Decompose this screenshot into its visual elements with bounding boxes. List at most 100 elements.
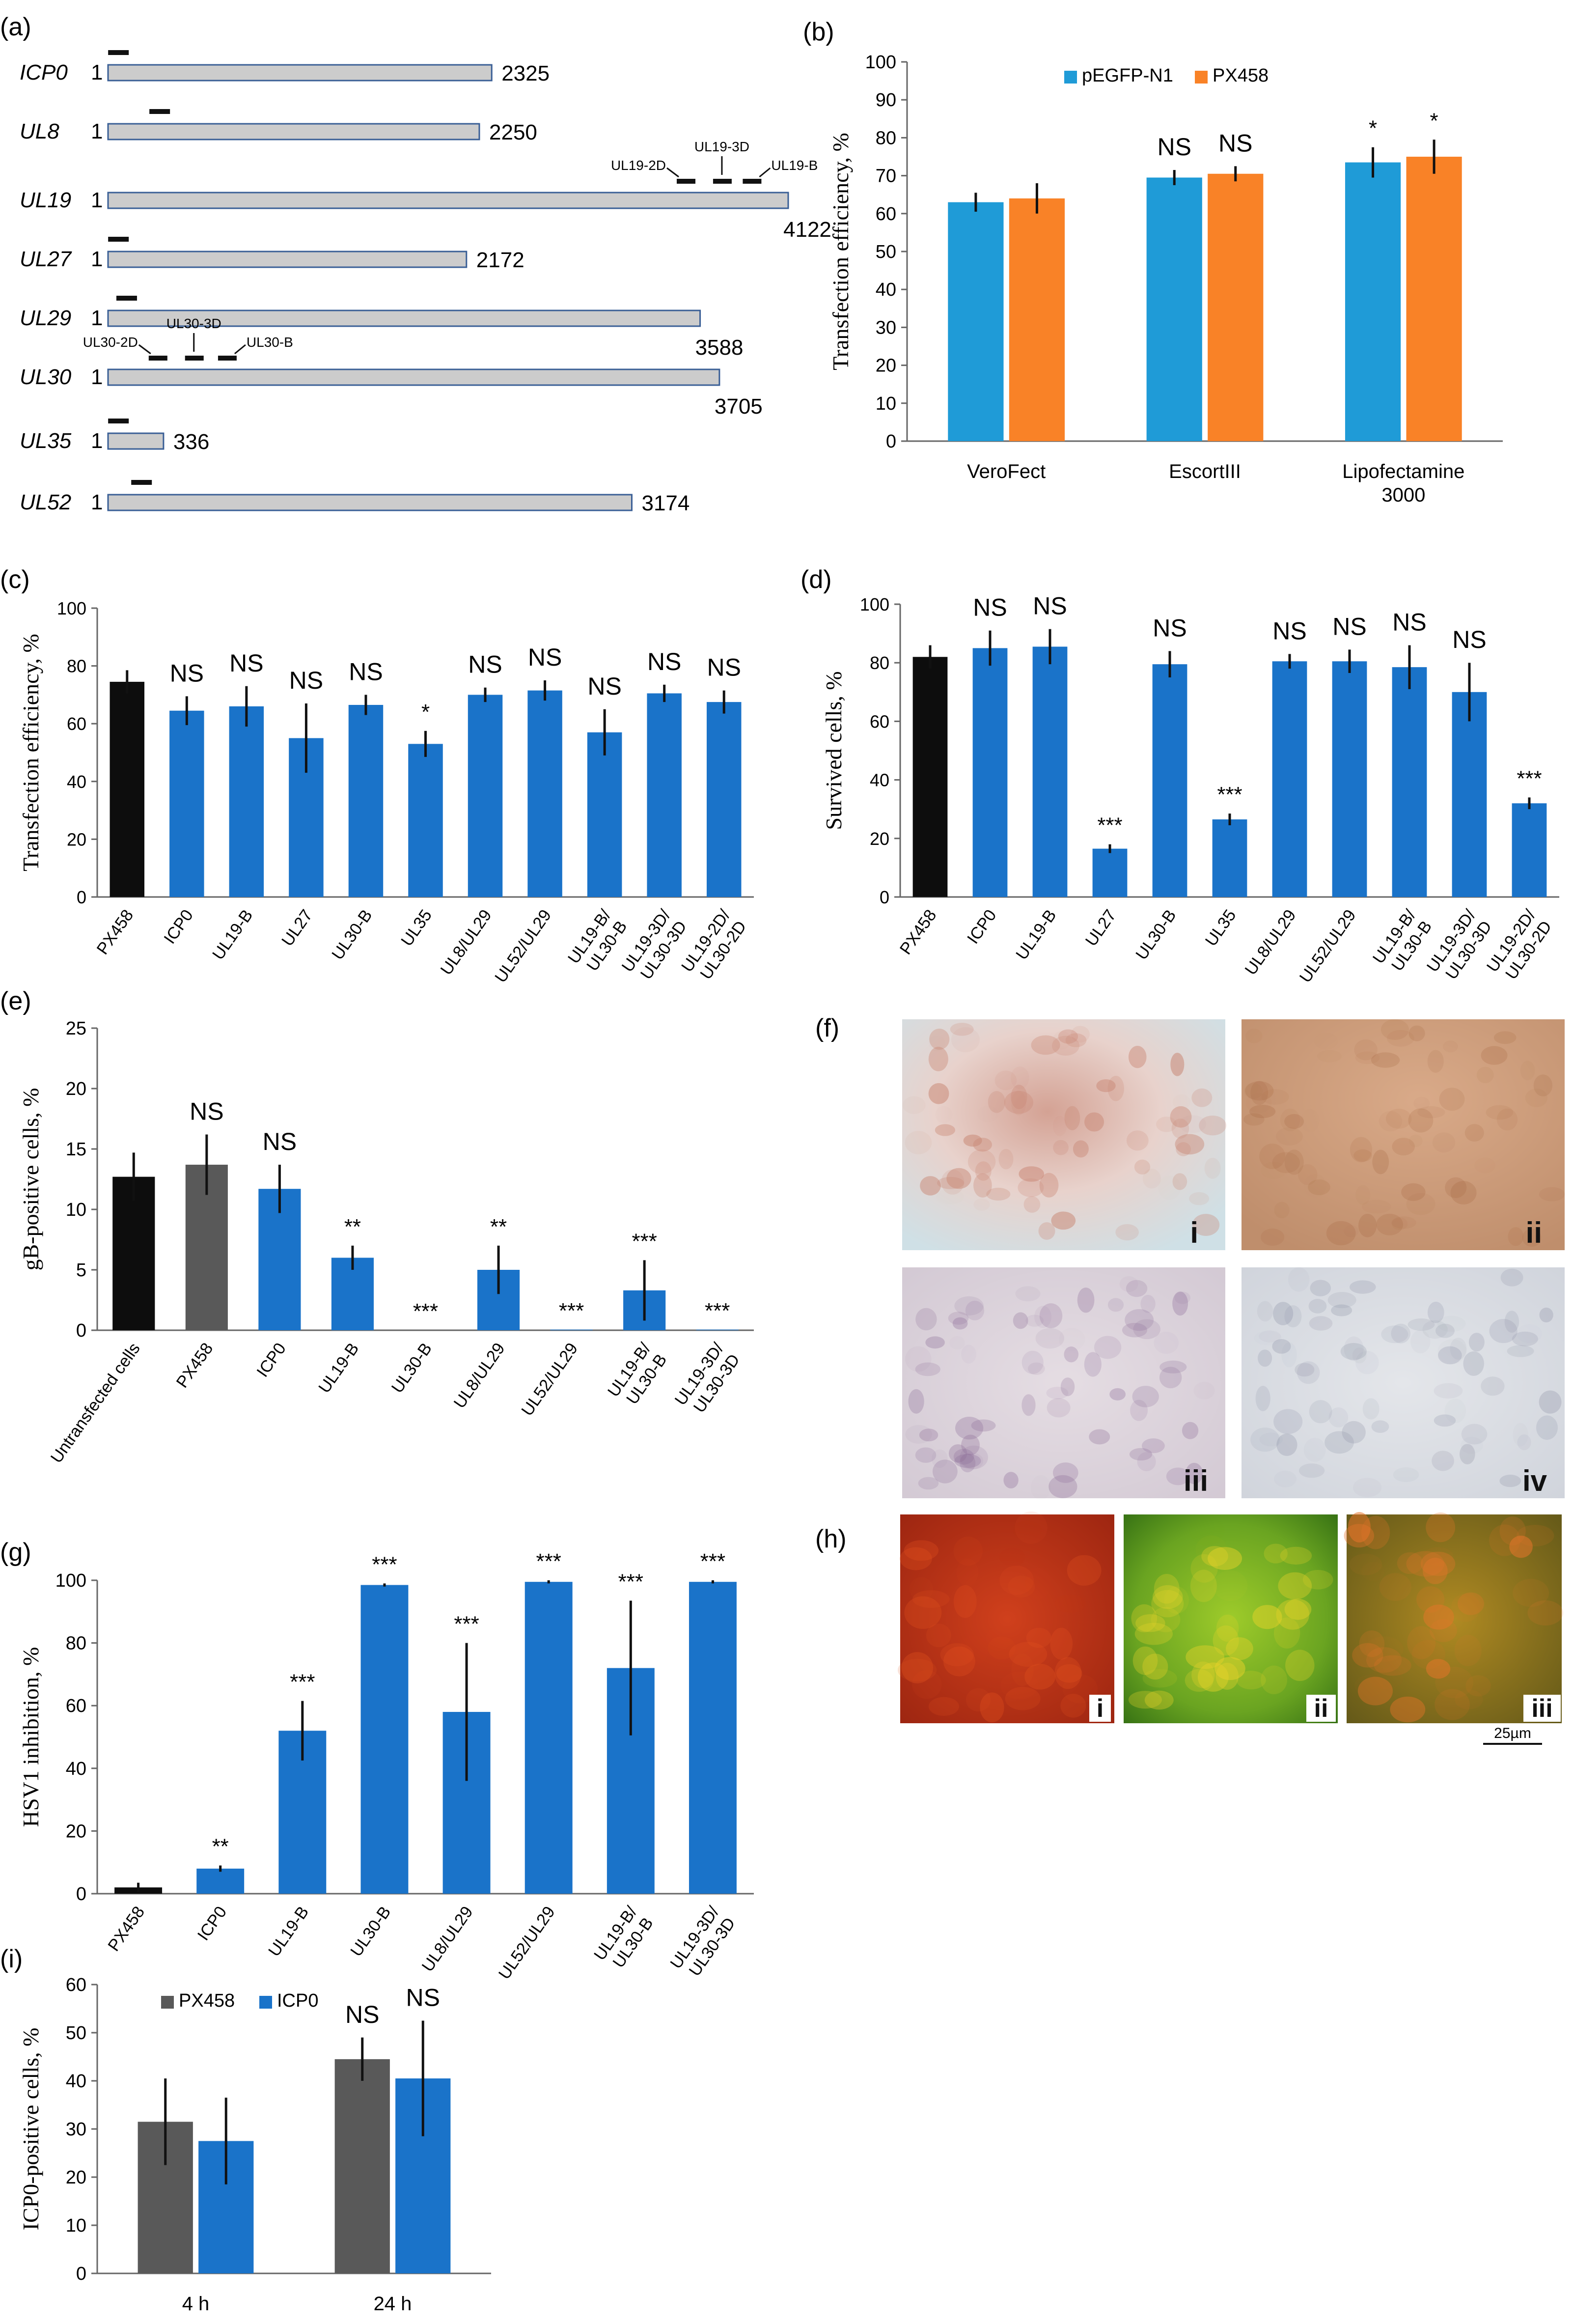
cell-nucleus	[1008, 1575, 1035, 1598]
cell-blob	[948, 1444, 967, 1463]
cell-blob	[954, 1296, 984, 1316]
cell-nucleus	[1284, 1598, 1312, 1620]
cell-blob	[1435, 1323, 1455, 1338]
bar-1	[110, 681, 145, 897]
gene-bar-ul19	[107, 192, 789, 209]
y-tick-label: 25	[66, 1018, 86, 1039]
cell-blob	[1172, 1291, 1188, 1316]
y-tick-label: 20	[66, 1079, 86, 1099]
legend-swatch-px458	[1195, 71, 1208, 84]
y-tick-label: 100	[55, 1570, 86, 1591]
x-tick-label: PX458	[104, 1903, 148, 1955]
cell-blob	[1142, 1169, 1161, 1189]
significance-label: *	[1430, 109, 1438, 133]
cell-blob	[1512, 1331, 1538, 1346]
bar-2	[972, 648, 1008, 897]
y-axis-title: Transfection efficiency, %	[18, 634, 43, 871]
cell-nucleus	[1273, 1617, 1300, 1649]
cell-blob	[1257, 1301, 1273, 1322]
cell-blob	[1427, 1050, 1444, 1073]
fl-tile-label-i: i	[1097, 1694, 1104, 1723]
cell-blob	[946, 1168, 971, 1189]
x-tick-label: PX458	[173, 1340, 217, 1391]
guide-mark-ul27	[108, 237, 129, 242]
significance-label: NS	[1272, 617, 1306, 644]
significance-label: NS	[1153, 614, 1187, 642]
guide-mark-icp0	[108, 50, 129, 55]
cell-blob	[915, 1362, 940, 1376]
cell-nucleus	[1359, 1630, 1385, 1657]
cell-blob	[1391, 1216, 1416, 1229]
cell-blob	[1284, 1305, 1302, 1328]
cell-nucleus	[1357, 1677, 1393, 1706]
cell-nucleus	[1365, 1636, 1404, 1662]
cell-blob	[1353, 1149, 1372, 1162]
x-tick-label: UL30-B	[388, 1340, 436, 1397]
legend-swatch-icp0	[259, 1996, 272, 2009]
x-tick-label: UL8/UL29	[450, 1340, 509, 1412]
cell-blob	[1027, 1362, 1045, 1375]
y-tick-label: 0	[76, 1320, 86, 1341]
cell-blob	[1391, 1323, 1410, 1344]
cell-blob	[1468, 1333, 1485, 1352]
cell-blob	[1094, 1336, 1122, 1359]
bar-10	[647, 693, 682, 897]
ul30-guide-0	[148, 356, 167, 361]
x-tick-label: UL52/UL29	[491, 906, 555, 986]
y-tick-label: 60	[66, 1696, 86, 1716]
x-tick-label: UL19-3D/UL30-3D	[1423, 906, 1496, 986]
cell-blob	[1317, 1050, 1342, 1063]
cell-blob	[1107, 1075, 1124, 1101]
cell-blob	[1442, 1040, 1458, 1053]
gene-start-ul30: 1	[91, 365, 103, 389]
cell-blob	[1259, 1432, 1283, 1447]
cell-blob	[1445, 1177, 1467, 1198]
bar-11	[706, 702, 742, 897]
cell-blob	[1141, 1438, 1165, 1454]
x-tick-label: UL19-B	[1012, 906, 1060, 963]
cell-blob	[1274, 1202, 1290, 1219]
micrograph-cell-texture	[902, 1019, 1565, 1498]
fl-tile-label-ii: ii	[1314, 1694, 1328, 1723]
fl-tile-label-iii: iii	[1531, 1694, 1552, 1723]
significance-label: ***	[536, 1549, 561, 1573]
cell-blob	[1170, 1106, 1192, 1128]
cell-nucleus	[1144, 1690, 1174, 1710]
cell-nucleus	[1252, 1605, 1282, 1629]
cell-nucleus	[1050, 1627, 1073, 1660]
cell-nucleus	[1151, 1590, 1184, 1618]
cell-blob	[1053, 1116, 1067, 1136]
x-tick-label: EscortIII	[1169, 461, 1241, 482]
cell-blob	[1023, 1196, 1041, 1213]
cell-nucleus	[1344, 1524, 1375, 1548]
x-tick-label: UL52/UL29	[518, 1340, 581, 1420]
cell-blob	[1297, 1361, 1320, 1384]
chart-i: (i) 0 10 20 30 40 50 60 ICP0-positive cells, % NS…	[0, 1945, 491, 2315]
cell-blob	[954, 1454, 981, 1468]
cell-blob	[905, 1425, 932, 1444]
y-tick-label: 20	[876, 356, 896, 376]
cell-blob	[1361, 1200, 1391, 1214]
cell-blob	[1275, 1127, 1303, 1146]
cell-nucleus	[1435, 1667, 1473, 1699]
micrograph-tile-iii	[902, 1267, 1225, 1498]
x-tick-label: UL35	[1202, 906, 1240, 950]
cell-blob	[905, 1346, 932, 1372]
cell-nucleus	[1276, 1599, 1310, 1630]
cell-blob	[1046, 1387, 1069, 1400]
cell-blob	[1019, 1166, 1045, 1182]
y-tick-label: 10	[876, 393, 896, 414]
bar-6	[524, 1582, 573, 1894]
cell-blob	[1284, 1149, 1304, 1175]
y-tick-label: 20	[870, 829, 889, 849]
cell-blob	[1015, 1286, 1041, 1302]
gene-rows: ICP0 1 2325 UL8 1 2250 UL19 1 4122 UL27 1 2172 UL29 1…	[20, 50, 831, 515]
x-tick-label: Untransfected cells	[47, 1340, 144, 1467]
panel-e-label: (e)	[0, 987, 31, 1015]
cell-blob	[1460, 1444, 1475, 1465]
cell-blob	[1058, 1029, 1078, 1044]
cell-blob	[908, 1389, 924, 1414]
x-tick-label: VeroFect	[967, 461, 1046, 482]
y-tick-label: 80	[876, 128, 896, 148]
cell-blob	[1496, 1108, 1518, 1131]
